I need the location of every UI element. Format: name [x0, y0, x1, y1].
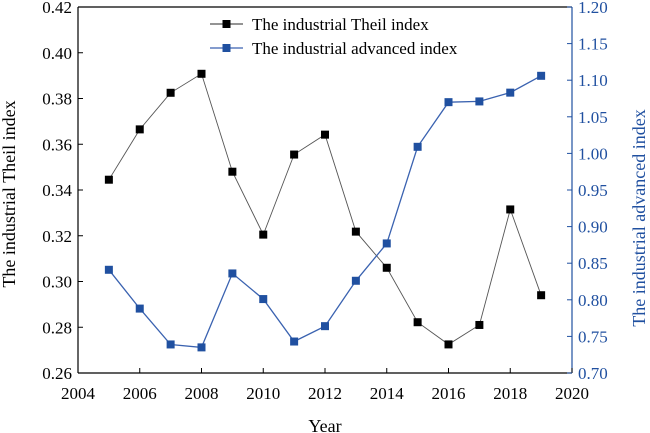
right-y-tick-label: 1.05	[578, 108, 608, 127]
data-point	[444, 98, 453, 107]
x-tick-label: 2006	[123, 384, 157, 403]
data-point	[444, 340, 453, 349]
x-tick-label: 2014	[370, 384, 405, 403]
x-axis-title: Year	[308, 416, 341, 433]
data-point	[382, 263, 391, 272]
right-y-tick-label: 1.00	[578, 144, 608, 163]
data-point	[537, 71, 546, 80]
legend-label: The industrial Theil index	[252, 15, 429, 34]
right-y-tick-label: 0.80	[578, 291, 608, 310]
x-tick-label: 2018	[493, 384, 527, 403]
data-point	[104, 265, 113, 274]
right-y-axis-title: The industrial advanced index	[629, 109, 649, 326]
legend: The industrial Theil index The industrial…	[210, 15, 458, 58]
left-y-tick-label: 0.36	[42, 135, 72, 154]
data-point	[382, 239, 391, 248]
left-y-tick-label: 0.40	[42, 44, 72, 63]
data-point	[290, 150, 299, 159]
data-point	[537, 291, 546, 300]
data-point	[197, 69, 206, 78]
right-y-tick-label: 0.70	[578, 364, 608, 383]
data-point	[351, 227, 360, 236]
data-point	[166, 88, 175, 97]
data-point	[135, 304, 144, 313]
right-y-tick-label: 0.95	[578, 181, 608, 200]
data-point	[166, 340, 175, 349]
x-tick-label: 2012	[308, 384, 342, 403]
data-point	[351, 276, 360, 285]
data-point	[413, 318, 422, 327]
left-y-tick-label: 0.38	[42, 90, 72, 109]
x-axis-ticks: 2004 2006 2008 2010 2012 2014 2016 2018 2020	[61, 368, 589, 403]
legend-marker	[222, 20, 231, 28]
data-point	[413, 142, 422, 151]
x-tick-label: 2010	[246, 384, 280, 403]
left-y-tick-label: 0.26	[42, 364, 72, 383]
legend-label: The industrial advanced index	[252, 39, 458, 58]
x-tick-label: 2008	[185, 384, 219, 403]
left-y-tick-label: 0.32	[42, 227, 72, 246]
data-point	[506, 88, 515, 97]
data-point	[228, 167, 237, 176]
series-layer	[104, 69, 546, 352]
series-line	[108, 73, 542, 345]
data-point	[228, 269, 237, 278]
series-2	[104, 71, 546, 352]
left-y-tick-label: 0.30	[42, 273, 72, 292]
data-point	[104, 175, 113, 184]
x-tick-label: 2020	[555, 384, 589, 403]
data-point	[321, 322, 329, 331]
data-point	[135, 125, 144, 134]
data-point	[197, 343, 206, 352]
data-point	[506, 205, 515, 214]
data-point	[290, 337, 299, 346]
left-y-axis-ticks: 0.26 0.28 0.30 0.32 0.34 0.36 0.38 0.40 0.42	[42, 0, 83, 383]
left-y-axis-title: The industrial Theil index	[0, 100, 19, 287]
series-line	[108, 75, 542, 349]
left-y-tick-label: 0.28	[42, 318, 72, 337]
right-y-tick-label: 1.10	[578, 71, 608, 90]
left-y-tick-label: 0.42	[42, 0, 72, 17]
plot-frame	[77, 6, 573, 374]
right-y-tick-label: 0.85	[578, 254, 608, 273]
x-tick-label: 2004	[61, 384, 96, 403]
data-point	[259, 295, 268, 304]
data-point	[475, 320, 484, 329]
data-point	[321, 130, 329, 139]
right-y-tick-label: 1.15	[578, 35, 608, 54]
data-point	[475, 97, 484, 106]
series-1	[104, 69, 546, 349]
right-y-tick-label: 0.75	[578, 327, 608, 346]
legend-marker	[222, 44, 231, 52]
left-y-tick-label: 0.34	[42, 181, 72, 200]
right-y-tick-label: 0.90	[578, 218, 608, 237]
x-tick-label: 2016	[432, 384, 466, 403]
right-y-axis-ticks: 0.70 0.75 0.80 0.85 0.90 0.95 1.00 1.05 1.10 1.15…	[567, 0, 608, 383]
right-y-tick-label: 1.20	[578, 0, 608, 17]
data-point	[259, 230, 268, 239]
